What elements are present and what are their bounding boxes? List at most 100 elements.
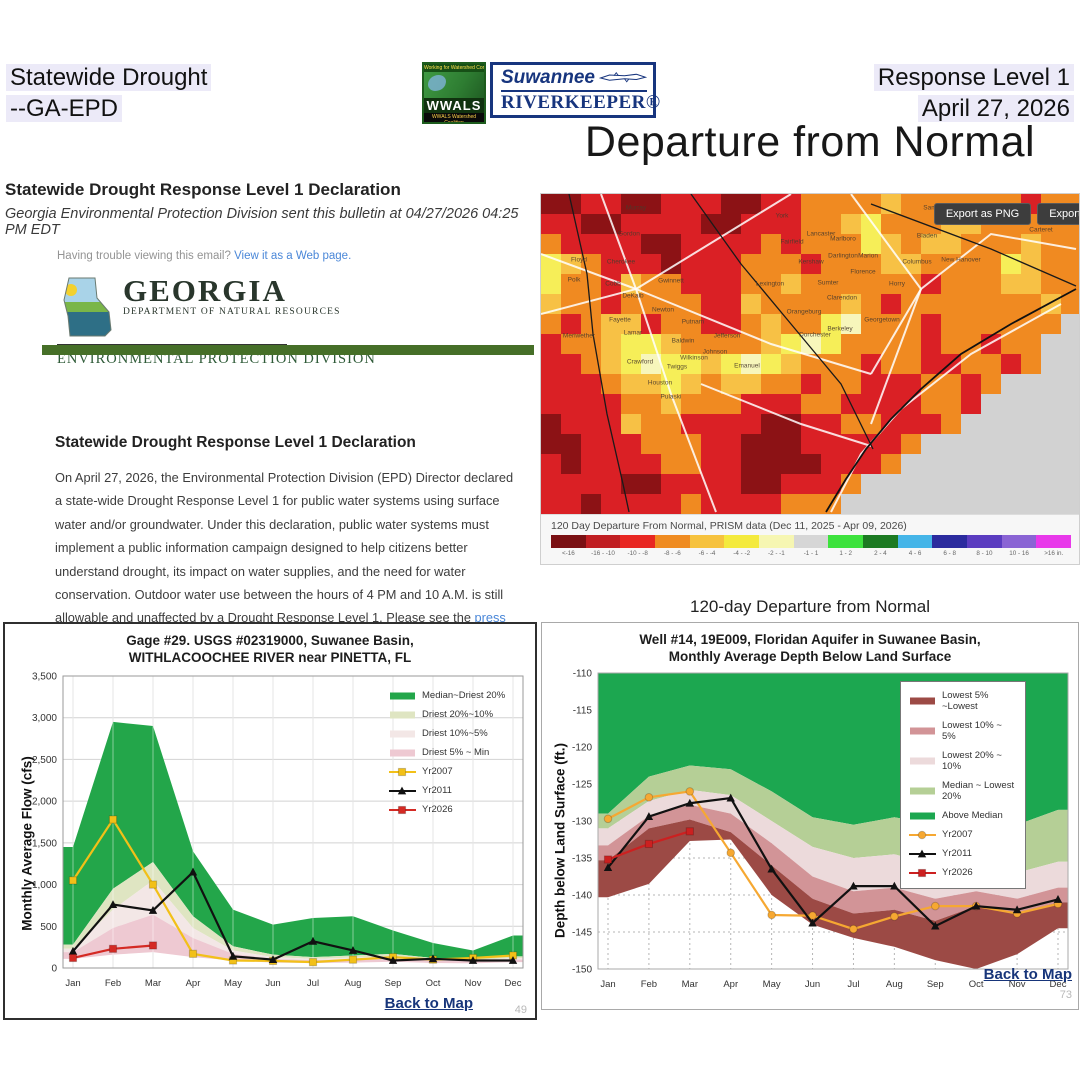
map-county-label: Lancaster <box>806 230 836 238</box>
map-legend-swatch: 1 - 2 <box>828 535 864 557</box>
map-legend-swatch: 6 - 8 <box>932 535 968 557</box>
map-county-label: Houston <box>647 379 673 387</box>
map-county-label: Gordon <box>618 230 640 238</box>
map-county-label: Newton <box>651 306 675 314</box>
map-legend: 120 Day Departure From Normal, PRISM dat… <box>541 514 1079 564</box>
wwals-logo-bottom1: WWALS Watershed Coalition <box>431 114 477 124</box>
map-county-label: Baldwin <box>671 337 695 345</box>
svg-text:Jul: Jul <box>307 978 319 989</box>
svg-text:May: May <box>224 978 242 989</box>
svg-text:Apr: Apr <box>723 979 738 990</box>
legend-item: Driest 10%~5% <box>389 728 505 739</box>
well-title-line2: Monthly Average Depth Below Land Surface <box>668 649 952 664</box>
map-legend-swatch: 8 - 10 <box>967 535 1002 557</box>
map-county-label: Clarendon <box>827 294 857 302</box>
map-county-label: Georgetown <box>864 316 900 324</box>
svg-text:Jun: Jun <box>805 979 820 990</box>
header-left: Statewide Drought --GA-EPD <box>6 62 212 124</box>
svg-text:Mar: Mar <box>682 979 698 990</box>
legend-item: Yr2011 <box>389 785 505 796</box>
map-legend-swatch: -4 - -2 <box>724 535 760 557</box>
svg-text:Apr: Apr <box>186 978 201 989</box>
map-county-label: Orangeburg <box>786 308 822 316</box>
map-county-label: Cobb <box>605 280 621 288</box>
map-legend-swatch: -16 - -10 <box>585 535 621 557</box>
export-png-button[interactable]: Export as PNG <box>933 203 1032 225</box>
flow-back-to-map-link[interactable]: Back to Map <box>384 995 473 1012</box>
map-county-label: Putnam <box>681 318 705 326</box>
svg-text:-125: -125 <box>572 780 592 791</box>
butterfly-icon <box>428 75 446 91</box>
svg-text:500: 500 <box>40 922 57 933</box>
well-title-line1: Well #14, 19E009, Floridan Aquifer in Su… <box>639 632 981 647</box>
legend-item: Lowest 5% ~Lowest <box>909 690 1016 712</box>
legend-item: Yr2026 <box>389 804 505 815</box>
flow-y-axis-label: Monthly Average Flow (cfs) <box>19 756 35 931</box>
legend-item: Median~Driest 20% <box>389 690 505 701</box>
map-legend-swatch: >16 in. <box>1036 535 1072 557</box>
georgia-logo-sub: DEPARTMENT OF NATURAL RESOURCES <box>123 307 341 317</box>
map-county-label: Fayette <box>609 316 631 324</box>
map-county-label: Johnson <box>702 348 728 356</box>
legend-item: Lowest 20% ~ 10% <box>909 750 1016 772</box>
map-county-label: Carteret <box>1029 226 1053 234</box>
flow-chart-panel: Gage #29. USGS #02319000, Suwanee Basin,… <box>3 622 537 1020</box>
svg-text:Jul: Jul <box>847 979 859 990</box>
well-back-to-map-link[interactable]: Back to Map <box>983 966 1072 983</box>
svg-text:-115: -115 <box>573 706 593 717</box>
map-county-label: Emanuel <box>734 362 760 370</box>
georgia-dnr-logo: GEORGIA DEPARTMENT OF NATURAL RESOURCES <box>57 273 540 340</box>
map-legend-swatch: -2 - -1 <box>759 535 794 557</box>
legend-item: Yr2007 <box>909 829 1016 840</box>
map-county-label: Florence <box>850 268 876 276</box>
svg-text:-150: -150 <box>572 965 592 976</box>
map-county-label: Jefferson <box>713 332 741 340</box>
svg-text:Jun: Jun <box>265 978 280 989</box>
flow-title-line1: Gage #29. USGS #02319000, Suwanee Basin, <box>126 633 414 648</box>
well-section-title: 120-day Departure from Normal <box>690 597 930 616</box>
email-body-heading: Statewide Drought Response Level 1 Decla… <box>55 434 416 451</box>
map-county-label: Kershaw <box>798 258 824 266</box>
riverkeeper-text: RIVERKEEPER® <box>501 92 661 113</box>
svg-text:Jan: Jan <box>65 978 80 989</box>
legend-item: Lowest 10% ~ 5% <box>909 720 1016 742</box>
svg-text:-135: -135 <box>572 854 592 865</box>
svg-text:1,500: 1,500 <box>32 838 57 849</box>
map-county-label: New Hanover <box>941 256 981 264</box>
svg-text:May: May <box>763 979 781 990</box>
map-county-label: Marion <box>858 252 878 260</box>
map-legend-swatch: -1 - 1 <box>793 535 829 557</box>
svg-text:3,000: 3,000 <box>32 713 57 724</box>
map-county-label: Gwinnett <box>658 277 684 285</box>
well-page-number: 73 <box>1059 989 1072 1001</box>
svg-text:-120: -120 <box>572 743 592 754</box>
svg-text:Oct: Oct <box>426 978 441 989</box>
map-county-label: Darlington <box>828 252 858 260</box>
map-legend-swatch: -8 - -6 <box>655 535 690 557</box>
map-county-label: Sumter <box>817 279 839 287</box>
svg-text:Aug: Aug <box>345 978 362 989</box>
header-right-line1: Response Level 1 <box>873 64 1074 91</box>
view-web-page-link[interactable]: View it as a Web page. <box>234 250 352 262</box>
map-county-label: Columbus <box>902 258 932 266</box>
legend-item: Above Median <box>909 810 1016 821</box>
map-legend-swatch: -6 - -4 <box>689 535 725 557</box>
svg-text:Mar: Mar <box>145 978 161 989</box>
suwannee-text: Suwannee <box>501 67 595 88</box>
map-county-label: Horry <box>889 280 905 288</box>
logo-block: Working for Watershed Conservation WWALS… <box>422 62 661 124</box>
georgia-state-icon <box>63 277 112 337</box>
map-county-label: Marlboro <box>830 235 856 243</box>
svg-text:Aug: Aug <box>886 979 903 990</box>
map-county-label: Lexington <box>755 280 785 288</box>
map-county-label: DeKalb <box>622 292 644 300</box>
header-left-line2: --GA-EPD <box>6 95 122 122</box>
map-legend-swatch: 10 - 16 <box>1001 535 1037 557</box>
map-county-label: Meriwether <box>562 332 596 340</box>
export-button[interactable]: Export <box>1037 203 1079 225</box>
well-y-axis-label: Depth below Land Surface (ft.) <box>552 743 568 939</box>
green-divider-bar <box>42 345 534 355</box>
svg-text:Sep: Sep <box>927 979 944 990</box>
georgia-logo-name: GEORGIA <box>123 273 287 308</box>
epd-division-text: ENVIRONMENTAL PROTECTION DIVISION <box>57 351 376 367</box>
